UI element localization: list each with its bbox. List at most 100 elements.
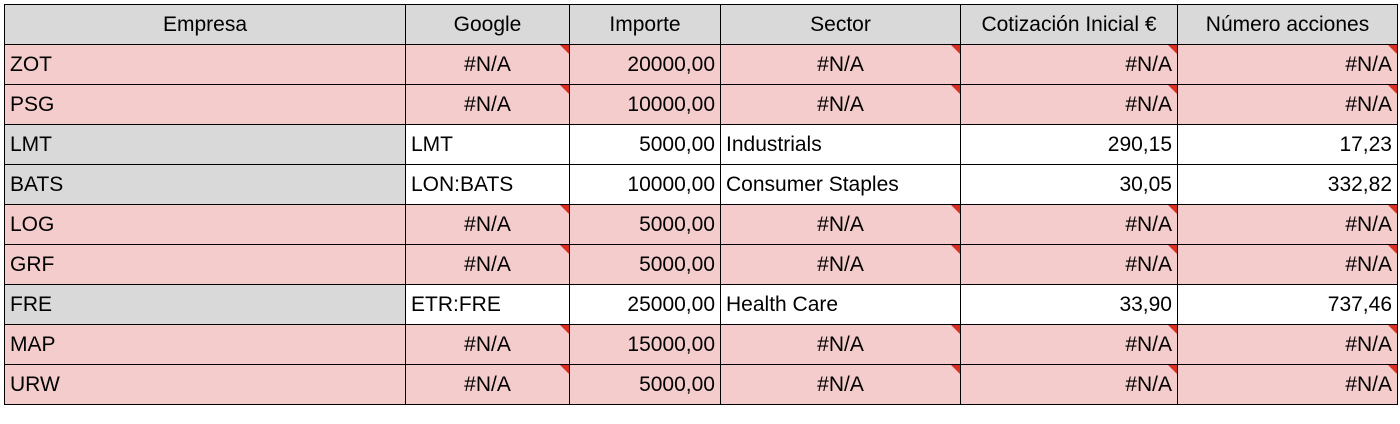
cell-cotizacion-inicial-value: #N/A bbox=[1125, 252, 1172, 276]
cell-numero-acciones[interactable]: 737,46 bbox=[1177, 284, 1398, 325]
error-note-marker-icon[interactable] bbox=[951, 245, 960, 254]
cell-empresa[interactable]: ZOT bbox=[4, 44, 406, 85]
cell-numero-acciones[interactable]: #N/A bbox=[1177, 364, 1398, 405]
cell-numero-acciones[interactable]: #N/A bbox=[1177, 204, 1398, 245]
header-importe[interactable]: Importe bbox=[569, 4, 721, 45]
header-empresa[interactable]: Empresa bbox=[4, 4, 406, 45]
cell-cotizacion-inicial-value: 30,05 bbox=[1119, 172, 1172, 196]
cell-empresa[interactable]: FRE bbox=[4, 284, 406, 325]
cell-cotizacion-inicial[interactable]: 33,90 bbox=[960, 284, 1178, 325]
cell-google[interactable]: #N/A bbox=[405, 364, 570, 405]
cell-cotizacion-inicial-value: #N/A bbox=[1125, 332, 1172, 356]
cell-sector[interactable]: #N/A bbox=[720, 324, 961, 365]
cell-numero-acciones[interactable]: #N/A bbox=[1177, 84, 1398, 125]
cell-sector[interactable]: Industrials bbox=[720, 124, 961, 165]
cell-sector[interactable]: #N/A bbox=[720, 84, 961, 125]
cell-importe[interactable]: 5000,00 bbox=[569, 244, 721, 285]
cell-importe[interactable]: 10000,00 bbox=[569, 164, 721, 205]
error-note-marker-icon[interactable] bbox=[560, 365, 569, 374]
error-note-marker-icon[interactable] bbox=[1388, 205, 1397, 214]
cell-importe[interactable]: 5000,00 bbox=[569, 364, 721, 405]
cell-google[interactable]: #N/A bbox=[405, 84, 570, 125]
cell-google[interactable]: #N/A bbox=[405, 204, 570, 245]
cell-cotizacion-inicial[interactable]: #N/A bbox=[960, 44, 1178, 85]
cell-cotizacion-inicial[interactable]: #N/A bbox=[960, 244, 1178, 285]
error-note-marker-icon[interactable] bbox=[560, 85, 569, 94]
cell-sector[interactable]: #N/A bbox=[720, 244, 961, 285]
header-google[interactable]: Google bbox=[405, 4, 570, 45]
header-numero-acciones[interactable]: Número acciones bbox=[1177, 4, 1398, 45]
error-note-marker-icon[interactable] bbox=[560, 45, 569, 54]
error-note-marker-icon[interactable] bbox=[560, 325, 569, 334]
cell-cotizacion-inicial[interactable]: 290,15 bbox=[960, 124, 1178, 165]
cell-google[interactable]: ETR:FRE bbox=[405, 284, 570, 325]
error-note-marker-icon[interactable] bbox=[1388, 365, 1397, 374]
cell-cotizacion-inicial[interactable]: #N/A bbox=[960, 204, 1178, 245]
error-note-marker-icon[interactable] bbox=[1388, 45, 1397, 54]
cell-empresa[interactable]: MAP bbox=[4, 324, 406, 365]
cell-cotizacion-inicial[interactable]: #N/A bbox=[960, 84, 1178, 125]
header-cotizacion-inicial[interactable]: Cotización Inicial € bbox=[960, 4, 1178, 45]
cell-importe[interactable]: 5000,00 bbox=[569, 124, 721, 165]
error-note-marker-icon[interactable] bbox=[951, 365, 960, 374]
cell-empresa-value: LMT bbox=[10, 132, 52, 156]
error-note-marker-icon[interactable] bbox=[951, 85, 960, 94]
cell-sector[interactable]: #N/A bbox=[720, 204, 961, 245]
header-sector[interactable]: Sector bbox=[720, 4, 961, 45]
error-note-marker-icon[interactable] bbox=[951, 45, 960, 54]
cell-numero-acciones[interactable]: 332,82 bbox=[1177, 164, 1398, 205]
error-note-marker-icon[interactable] bbox=[1388, 325, 1397, 334]
error-note-marker-icon[interactable] bbox=[560, 245, 569, 254]
cell-cotizacion-inicial-value: #N/A bbox=[1125, 92, 1172, 116]
error-note-marker-icon[interactable] bbox=[1388, 85, 1397, 94]
cell-sector[interactable]: Health Care bbox=[720, 284, 961, 325]
cell-cotizacion-inicial[interactable]: 30,05 bbox=[960, 164, 1178, 205]
cell-sector-value: Industrials bbox=[726, 132, 822, 156]
cell-numero-acciones[interactable]: #N/A bbox=[1177, 244, 1398, 285]
cell-empresa[interactable]: LMT bbox=[4, 124, 406, 165]
table-row: LOG #N/A 5000,00 #N/A #N/A #N/A bbox=[4, 204, 1398, 245]
cell-google[interactable]: #N/A bbox=[405, 44, 570, 85]
error-note-marker-icon[interactable] bbox=[1388, 245, 1397, 254]
cell-cotizacion-inicial[interactable]: #N/A bbox=[960, 364, 1178, 405]
cell-numero-acciones[interactable]: 17,23 bbox=[1177, 124, 1398, 165]
cell-google[interactable]: #N/A bbox=[405, 244, 570, 285]
cell-importe-value: 5000,00 bbox=[639, 252, 715, 276]
cell-importe[interactable]: 10000,00 bbox=[569, 84, 721, 125]
error-note-marker-icon[interactable] bbox=[1168, 205, 1177, 214]
cell-importe[interactable]: 15000,00 bbox=[569, 324, 721, 365]
error-note-marker-icon[interactable] bbox=[560, 205, 569, 214]
cell-google-value: #N/A bbox=[464, 372, 511, 396]
cell-sector[interactable]: #N/A bbox=[720, 44, 961, 85]
table-row: GRF #N/A 5000,00 #N/A #N/A #N/A bbox=[4, 244, 1398, 285]
error-note-marker-icon[interactable] bbox=[951, 205, 960, 214]
cell-numero-acciones[interactable]: #N/A bbox=[1177, 324, 1398, 365]
cell-sector[interactable]: Consumer Staples bbox=[720, 164, 961, 205]
cell-empresa[interactable]: PSG bbox=[4, 84, 406, 125]
error-note-marker-icon[interactable] bbox=[951, 325, 960, 334]
table-row: FRE ETR:FRE 25000,00 Health Care 33,90 737,46 bbox=[4, 284, 1398, 325]
cell-empresa[interactable]: LOG bbox=[4, 204, 406, 245]
cell-empresa-value: LOG bbox=[10, 212, 55, 236]
cell-cotizacion-inicial-value: 290,15 bbox=[1107, 132, 1172, 156]
error-note-marker-icon[interactable] bbox=[1168, 365, 1177, 374]
cell-importe[interactable]: 25000,00 bbox=[569, 284, 721, 325]
cell-importe-value: 5000,00 bbox=[639, 132, 715, 156]
cell-google[interactable]: LON:BATS bbox=[405, 164, 570, 205]
error-note-marker-icon[interactable] bbox=[1168, 325, 1177, 334]
error-note-marker-icon[interactable] bbox=[1168, 85, 1177, 94]
cell-empresa[interactable]: BATS bbox=[4, 164, 406, 205]
cell-importe[interactable]: 5000,00 bbox=[569, 204, 721, 245]
cell-empresa[interactable]: GRF bbox=[4, 244, 406, 285]
cell-empresa[interactable]: URW bbox=[4, 364, 406, 405]
cell-cotizacion-inicial[interactable]: #N/A bbox=[960, 324, 1178, 365]
cell-google[interactable]: LMT bbox=[405, 124, 570, 165]
cell-numero-acciones[interactable]: #N/A bbox=[1177, 44, 1398, 85]
error-note-marker-icon[interactable] bbox=[1168, 245, 1177, 254]
cell-importe[interactable]: 20000,00 bbox=[569, 44, 721, 85]
cell-google[interactable]: #N/A bbox=[405, 324, 570, 365]
cell-importe-value: 5000,00 bbox=[639, 372, 715, 396]
cell-google-value: #N/A bbox=[464, 52, 511, 76]
cell-sector[interactable]: #N/A bbox=[720, 364, 961, 405]
error-note-marker-icon[interactable] bbox=[1168, 45, 1177, 54]
